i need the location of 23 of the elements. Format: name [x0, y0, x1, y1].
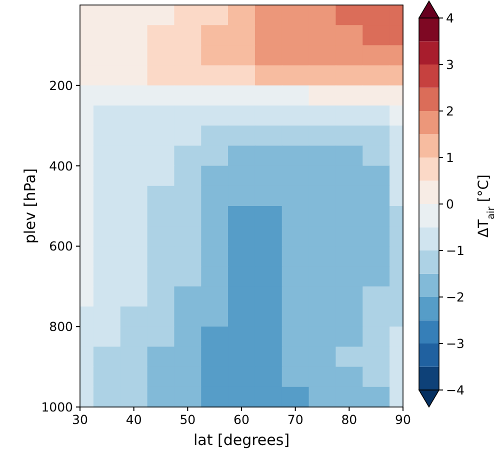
- color-bar-label: 4: [446, 10, 454, 26]
- color-bar-label: 1: [446, 150, 454, 165]
- x-tick-label: 50: [180, 412, 196, 427]
- y-tick-label: 800: [49, 319, 74, 334]
- y-tick-label: 200: [49, 78, 74, 93]
- y-axis-title: plev [hPa]: [21, 168, 39, 244]
- color-bar-label: 0: [446, 196, 454, 212]
- color-bar-label: −2: [446, 290, 464, 304]
- color-bar-label: 3: [446, 57, 454, 72]
- x-tick-label: 40: [126, 412, 142, 427]
- x-tick-label: 60: [234, 412, 250, 427]
- color-bar-label: −1: [446, 243, 464, 258]
- color-bar-label: −3: [446, 336, 464, 351]
- x-tick-label: 90: [395, 412, 411, 427]
- x-tick-label: 80: [341, 412, 358, 427]
- y-tick-label: 600: [49, 238, 74, 254]
- y-tick-label: 400: [49, 158, 74, 174]
- color-bar-label: 2: [446, 104, 454, 118]
- color-bar-label: −4: [446, 382, 464, 398]
- x-axis-title: lat [degrees]: [193, 431, 290, 449]
- x-tick-label: 30: [72, 412, 88, 427]
- y-tick-label: 1000: [41, 400, 74, 414]
- x-tick-label: 70: [287, 412, 304, 427]
